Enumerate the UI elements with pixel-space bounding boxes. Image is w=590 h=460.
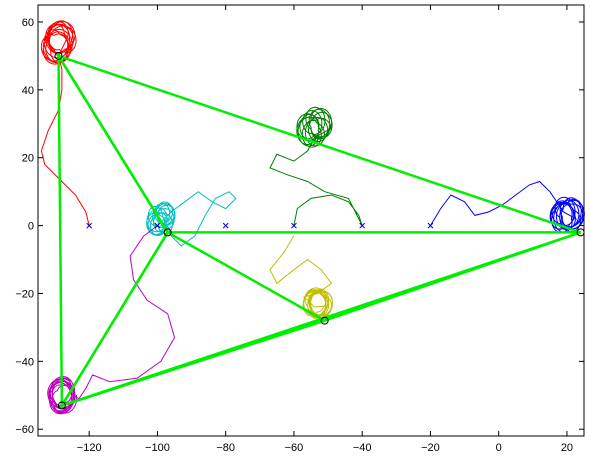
start-marker-0 (86, 222, 93, 229)
start-marker-5 (427, 222, 434, 229)
x-tick-label: −80 (216, 442, 235, 454)
marker-layer (54, 51, 585, 410)
y-tick-label: −60 (15, 424, 34, 436)
y-tick-label: 20 (22, 153, 34, 165)
end-marker-1 (163, 228, 172, 237)
x-tick-label: −60 (285, 442, 304, 454)
y-tick-label: 0 (28, 221, 34, 233)
triangle-3 (57, 51, 170, 410)
trajectory-4 (269, 235, 333, 319)
trajectory-0 (40, 20, 90, 226)
x-tick-label: 0 (496, 442, 502, 454)
trajectory-5 (47, 225, 176, 415)
y-tick-label: −20 (15, 288, 34, 300)
end-marker-2 (320, 316, 329, 325)
trajectory-3 (429, 180, 585, 234)
end-marker-4 (54, 51, 63, 60)
start-marker-stroke-b (86, 222, 93, 229)
start-marker-stroke-b (427, 222, 434, 229)
start-marker-3 (291, 222, 297, 229)
axes-layer: −120 −100 −80 −60 −40 −20 0 20 −60 −40 −20 0 20 40 60 (15, 4, 585, 454)
start-marker-1 (154, 222, 161, 229)
start-marker-stroke-b (291, 222, 297, 229)
start-marker-2 (222, 222, 229, 229)
x-tick-label: −100 (145, 442, 170, 454)
x-tick-label: −120 (77, 442, 102, 454)
y-tick-label: 40 (22, 85, 34, 97)
x-tick-label: −20 (421, 442, 440, 454)
x-tick-label: 20 (561, 442, 573, 454)
start-marker-stroke-b (359, 222, 366, 229)
x-tick-label: −40 (353, 442, 372, 454)
start-marker-stroke-b (222, 222, 229, 229)
start-marker-4 (359, 222, 366, 229)
end-marker-3 (57, 401, 66, 410)
y-tick-label: −40 (15, 356, 34, 368)
axes-frame (37, 4, 585, 437)
y-tick-label: 60 (22, 17, 34, 29)
start-marker-stroke-b (154, 222, 161, 229)
